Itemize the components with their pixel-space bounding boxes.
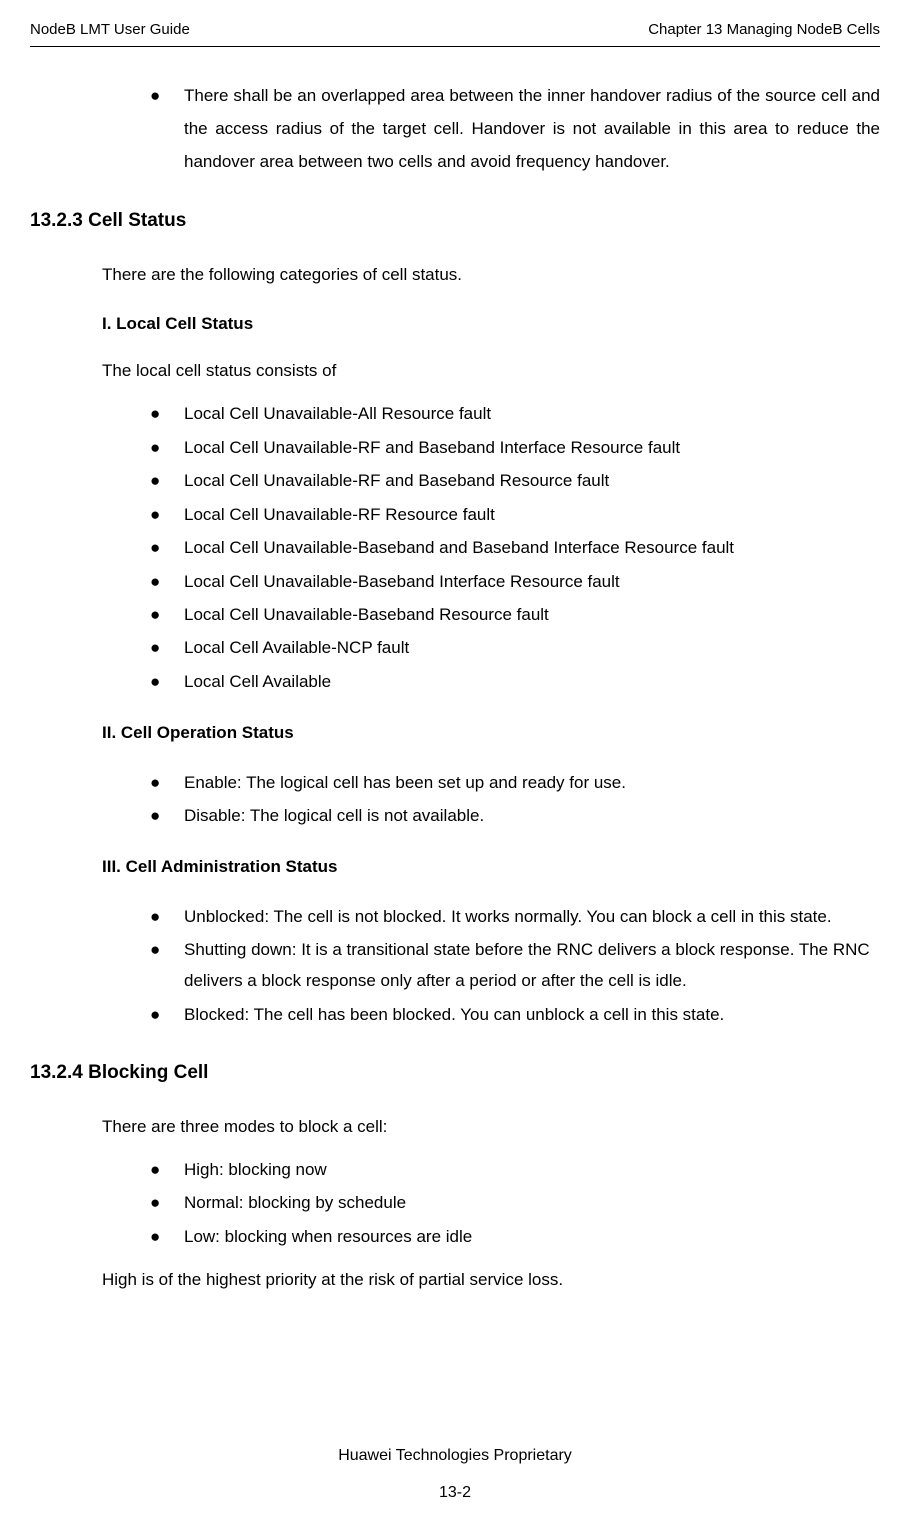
bullet-icon: ● — [150, 999, 184, 1030]
cell-admin-status-list: ●Unblocked: The cell is not blocked. It … — [102, 901, 880, 1031]
list-item: ●Local Cell Unavailable-All Resource fau… — [150, 398, 880, 429]
section-intro-1323: There are the following categories of ce… — [102, 261, 880, 288]
bullet-icon: ● — [150, 767, 184, 798]
bullet-icon: ● — [150, 901, 184, 932]
blocking-cell-list: ●High: blocking now ●Normal: blocking by… — [102, 1154, 880, 1252]
list-item: ●Local Cell Available — [150, 666, 880, 697]
list-item: ●Local Cell Unavailable-Baseband Resourc… — [150, 599, 880, 630]
section-intro-1324: There are three modes to block a cell: — [102, 1113, 880, 1140]
section-heading-1323: 13.2.3 Cell Status — [30, 206, 880, 236]
bullet-icon: ● — [150, 1187, 184, 1218]
bullet-icon: ● — [150, 934, 184, 997]
list-item: ●Local Cell Unavailable-Baseband Interfa… — [150, 566, 880, 597]
list-item: ●Local Cell Unavailable-RF and Baseband … — [150, 465, 880, 496]
page-footer: Huawei Technologies Proprietary 13-2 — [0, 1443, 910, 1506]
page-number: 13-2 — [0, 1480, 910, 1506]
bullet-icon: ● — [150, 800, 184, 831]
section-outro-1324: High is of the highest priority at the r… — [102, 1266, 880, 1293]
subheading-cell-operation-status: II. Cell Operation Status — [102, 719, 880, 746]
list-item: ●High: blocking now — [150, 1154, 880, 1185]
list-item: ●Local Cell Available-NCP fault — [150, 632, 880, 663]
bullet-icon: ● — [150, 499, 184, 530]
list-item: ●Local Cell Unavailable-RF Resource faul… — [150, 499, 880, 530]
page-header: NodeB LMT User Guide Chapter 13 Managing… — [30, 18, 880, 47]
bullet-icon: ● — [150, 1221, 184, 1252]
bullet-icon: ● — [150, 432, 184, 463]
page-content: ● There shall be an overlapped area betw… — [30, 79, 880, 1293]
list-item: ●Blocked: The cell has been blocked. You… — [150, 999, 880, 1030]
local-cell-status-list: ●Local Cell Unavailable-All Resource fau… — [102, 398, 880, 697]
bullet-text: Blocked: The cell has been blocked. You … — [184, 999, 724, 1030]
bullet-text: Local Cell Available-NCP fault — [184, 632, 409, 663]
bullet-text: Unblocked: The cell is not blocked. It w… — [184, 901, 832, 932]
section-heading-1324: 13.2.4 Blocking Cell — [30, 1058, 880, 1088]
list-item: ● There shall be an overlapped area betw… — [150, 79, 880, 178]
bullet-text: Disable: The logical cell is not availab… — [184, 800, 484, 831]
bullet-text: Local Cell Unavailable-RF Resource fault — [184, 499, 495, 530]
list-item: ●Normal: blocking by schedule — [150, 1187, 880, 1218]
bullet-text: Low: blocking when resources are idle — [184, 1221, 472, 1252]
bullet-icon: ● — [150, 398, 184, 429]
bullet-text: Local Cell Unavailable-Baseband and Base… — [184, 532, 734, 563]
list-item: ●Shutting down: It is a transitional sta… — [150, 934, 880, 997]
bullet-text: Normal: blocking by schedule — [184, 1187, 406, 1218]
list-item: ●Enable: The logical cell has been set u… — [150, 767, 880, 798]
list-item: ●Local Cell Unavailable-RF and Baseband … — [150, 432, 880, 463]
bullet-icon: ● — [150, 632, 184, 663]
bullet-text: Local Cell Available — [184, 666, 331, 697]
bullet-text: Local Cell Unavailable-RF and Baseband R… — [184, 465, 609, 496]
bullet-icon: ● — [150, 666, 184, 697]
bullet-icon: ● — [150, 599, 184, 630]
sub1-intro: The local cell status consists of — [102, 357, 880, 384]
bullet-text: Enable: The logical cell has been set up… — [184, 767, 626, 798]
bullet-icon: ● — [150, 566, 184, 597]
bullet-icon: ● — [150, 465, 184, 496]
list-item: ●Local Cell Unavailable-Baseband and Bas… — [150, 532, 880, 563]
footer-line: Huawei Technologies Proprietary — [0, 1443, 910, 1469]
bullet-text: There shall be an overlapped area betwee… — [184, 79, 880, 178]
list-item: ●Disable: The logical cell is not availa… — [150, 800, 880, 831]
bullet-text: High: blocking now — [184, 1154, 327, 1185]
bullet-text: Local Cell Unavailable-RF and Baseband I… — [184, 432, 680, 463]
bullet-text: Shutting down: It is a transitional stat… — [184, 934, 880, 997]
intro-bullet-block: ● There shall be an overlapped area betw… — [102, 79, 880, 178]
bullet-text: Local Cell Unavailable-All Resource faul… — [184, 398, 491, 429]
list-item: ●Low: blocking when resources are idle — [150, 1221, 880, 1252]
bullet-text: Local Cell Unavailable-Baseband Resource… — [184, 599, 549, 630]
list-item: ●Unblocked: The cell is not blocked. It … — [150, 901, 880, 932]
subheading-local-cell-status: I. Local Cell Status — [102, 310, 880, 337]
subheading-cell-admin-status: III. Cell Administration Status — [102, 853, 880, 880]
header-left: NodeB LMT User Guide — [30, 18, 190, 42]
cell-operation-status-list: ●Enable: The logical cell has been set u… — [102, 767, 880, 832]
bullet-icon: ● — [150, 1154, 184, 1185]
bullet-icon: ● — [150, 532, 184, 563]
bullet-text: Local Cell Unavailable-Baseband Interfac… — [184, 566, 620, 597]
bullet-icon: ● — [150, 79, 184, 178]
header-right: Chapter 13 Managing NodeB Cells — [648, 18, 880, 42]
